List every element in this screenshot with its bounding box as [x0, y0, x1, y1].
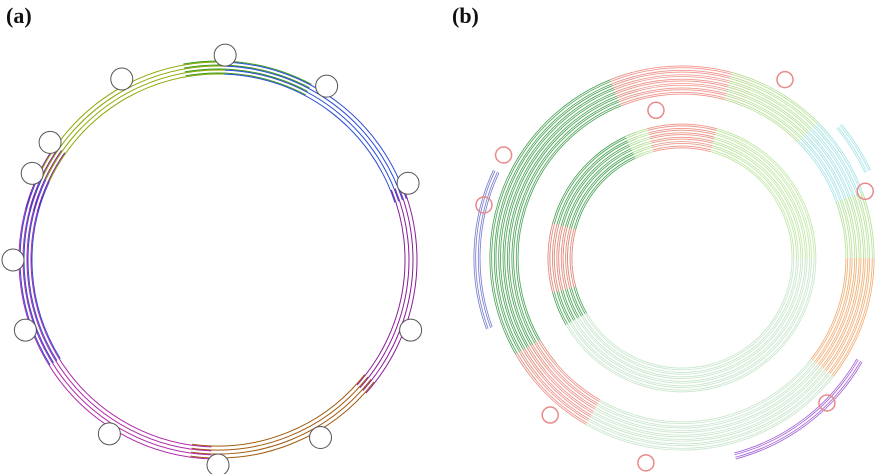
strand-core	[532, 345, 596, 409]
loop	[21, 162, 43, 184]
figure: (a) (b)	[0, 0, 890, 474]
strand	[357, 190, 405, 385]
strand	[225, 62, 406, 199]
strand	[191, 379, 371, 454]
loop	[638, 455, 654, 471]
page: (a) (b) (() => { const data = JSON.parse…	[0, 0, 890, 474]
strand	[23, 193, 211, 455]
loop	[648, 102, 664, 118]
loop	[777, 72, 793, 88]
loop	[207, 454, 229, 474]
panel-b-drawing	[475, 67, 873, 471]
strand	[532, 345, 596, 409]
strand	[192, 375, 365, 447]
loop	[496, 147, 512, 163]
strand	[190, 382, 374, 458]
loop	[2, 249, 24, 271]
panel-a-drawing	[2, 44, 422, 474]
panel-label: (a)	[6, 3, 32, 28]
strand	[19, 192, 211, 459]
loop	[39, 131, 61, 153]
loop	[316, 75, 338, 97]
strand	[27, 195, 211, 451]
loop	[819, 395, 835, 411]
loop	[14, 319, 36, 341]
loop	[98, 423, 120, 445]
strand	[360, 189, 409, 388]
strand	[31, 196, 211, 447]
loop	[542, 407, 558, 423]
strand	[528, 347, 593, 412]
strand	[363, 187, 413, 391]
loop	[111, 68, 133, 90]
strand	[841, 125, 870, 171]
loop	[397, 172, 419, 194]
loop	[857, 183, 873, 199]
strand	[42, 66, 225, 178]
strand	[366, 186, 417, 394]
loop	[310, 427, 332, 449]
loop	[214, 44, 236, 66]
panel-label: (b)	[452, 3, 479, 28]
strand-core	[528, 347, 593, 412]
strand	[192, 377, 368, 450]
loop	[400, 319, 422, 341]
strand	[837, 128, 865, 173]
